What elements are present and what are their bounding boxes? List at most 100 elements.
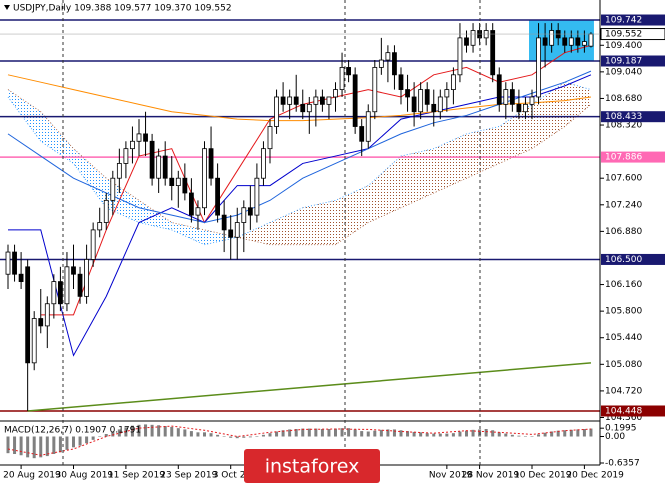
macd-bar (163, 426, 167, 437)
candle-body (457, 37, 463, 76)
candle-body (228, 229, 234, 238)
candle-body (280, 96, 286, 105)
macd-bar (334, 428, 337, 437)
menu-arrow (4, 5, 10, 10)
candle-body (287, 96, 293, 105)
level-label-box (601, 253, 665, 265)
macd-bar (379, 429, 383, 437)
macd-bar (196, 432, 200, 437)
candle-body (130, 140, 135, 150)
macd-bar (320, 429, 324, 437)
cloud-segment (40, 111, 74, 164)
macd-bar (582, 429, 586, 437)
candle-body (202, 148, 207, 209)
x-tick-label: 3 Oct 2019 (213, 471, 263, 481)
macd-bar (386, 429, 390, 437)
candle-body (418, 89, 424, 113)
macd-bar (465, 430, 468, 437)
macd-bar (6, 436, 10, 454)
candle-body (424, 89, 430, 105)
candle-body (123, 148, 129, 164)
price-panel (0, 19, 600, 459)
candle-body (523, 103, 528, 113)
price-label-box (600, 28, 665, 41)
y-tick-label: 109.400 (605, 41, 642, 51)
macd-bar (275, 431, 279, 437)
x-tick-label: Nov 2019 (429, 471, 473, 481)
macd-bar (268, 433, 272, 437)
y-tick-label: 104.360 (605, 413, 642, 423)
x-tick-label: 11 Sep 2019 (108, 471, 165, 481)
macd-bar (78, 436, 82, 446)
macd-bar (117, 429, 121, 437)
candle-body (333, 89, 338, 98)
candle-body (110, 177, 116, 201)
candle-body (549, 30, 555, 46)
candle-body (398, 74, 404, 90)
macd-bar (399, 430, 403, 437)
candle-body (516, 103, 522, 113)
macd-bar (248, 436, 252, 438)
candle-body (562, 37, 568, 46)
cloud-edge (7, 89, 592, 246)
cloud-segment (401, 148, 434, 208)
macd-bar (261, 434, 265, 437)
macd-bar (104, 434, 108, 437)
candle-body (385, 52, 391, 61)
level-label: 109.742 (605, 16, 642, 26)
candle-body (496, 74, 502, 105)
candle-body (365, 111, 371, 142)
candle-body (588, 33, 594, 47)
candle-body (234, 222, 240, 238)
macd-bar (576, 429, 580, 437)
macd-tick-label: 0.00 (605, 432, 625, 442)
candle-body (18, 273, 24, 283)
candle-body (116, 163, 122, 179)
candle-body (103, 199, 109, 223)
price-label: 109.552 (605, 30, 642, 40)
macd-label: MACD(12,26,7) 0.1907 0.1791 (4, 426, 141, 436)
y-tick-label: 104.720 (605, 386, 642, 396)
candle-body (529, 96, 535, 105)
macd-bar (419, 432, 423, 437)
macd-bar (19, 436, 23, 456)
level-label: 107.886 (605, 153, 642, 163)
macd-bar (307, 428, 311, 437)
candle-body (542, 37, 548, 46)
macd-bar (255, 436, 259, 438)
candle-body (25, 266, 31, 364)
y-tick-label: 107.600 (605, 174, 642, 184)
candle-body (175, 177, 181, 186)
indicator-line (40, 44, 592, 316)
macd-bar (170, 426, 174, 437)
trend-line (27, 362, 592, 412)
macd-bar (222, 436, 226, 438)
macd-bar (58, 436, 62, 453)
candle-body (339, 67, 345, 90)
cloud-segment (204, 229, 238, 245)
logo-box (244, 449, 380, 483)
macd-bar (13, 436, 17, 455)
candle-body (5, 251, 11, 275)
candle-body (326, 96, 332, 105)
candle-body (411, 96, 417, 113)
macd-bar (392, 429, 396, 437)
macd-bar (176, 428, 180, 437)
candle-body (254, 177, 260, 216)
y-tick-label: 105.800 (605, 307, 642, 317)
macd-bar (438, 433, 442, 437)
candle-body (241, 207, 247, 223)
macd-bar (504, 433, 508, 437)
cloud-segment (73, 148, 107, 208)
y-tick-label: 105.080 (605, 360, 642, 370)
candle-body (352, 74, 358, 127)
candle-body (372, 67, 378, 113)
macd-bar (98, 436, 102, 438)
macd-bar (569, 429, 573, 437)
y-tick-label: 106.880 (605, 227, 642, 237)
macd-bar (242, 436, 246, 438)
macd-bar (301, 428, 305, 437)
candle-body (84, 259, 89, 297)
candle-body (31, 318, 37, 364)
candle-body (188, 192, 194, 216)
